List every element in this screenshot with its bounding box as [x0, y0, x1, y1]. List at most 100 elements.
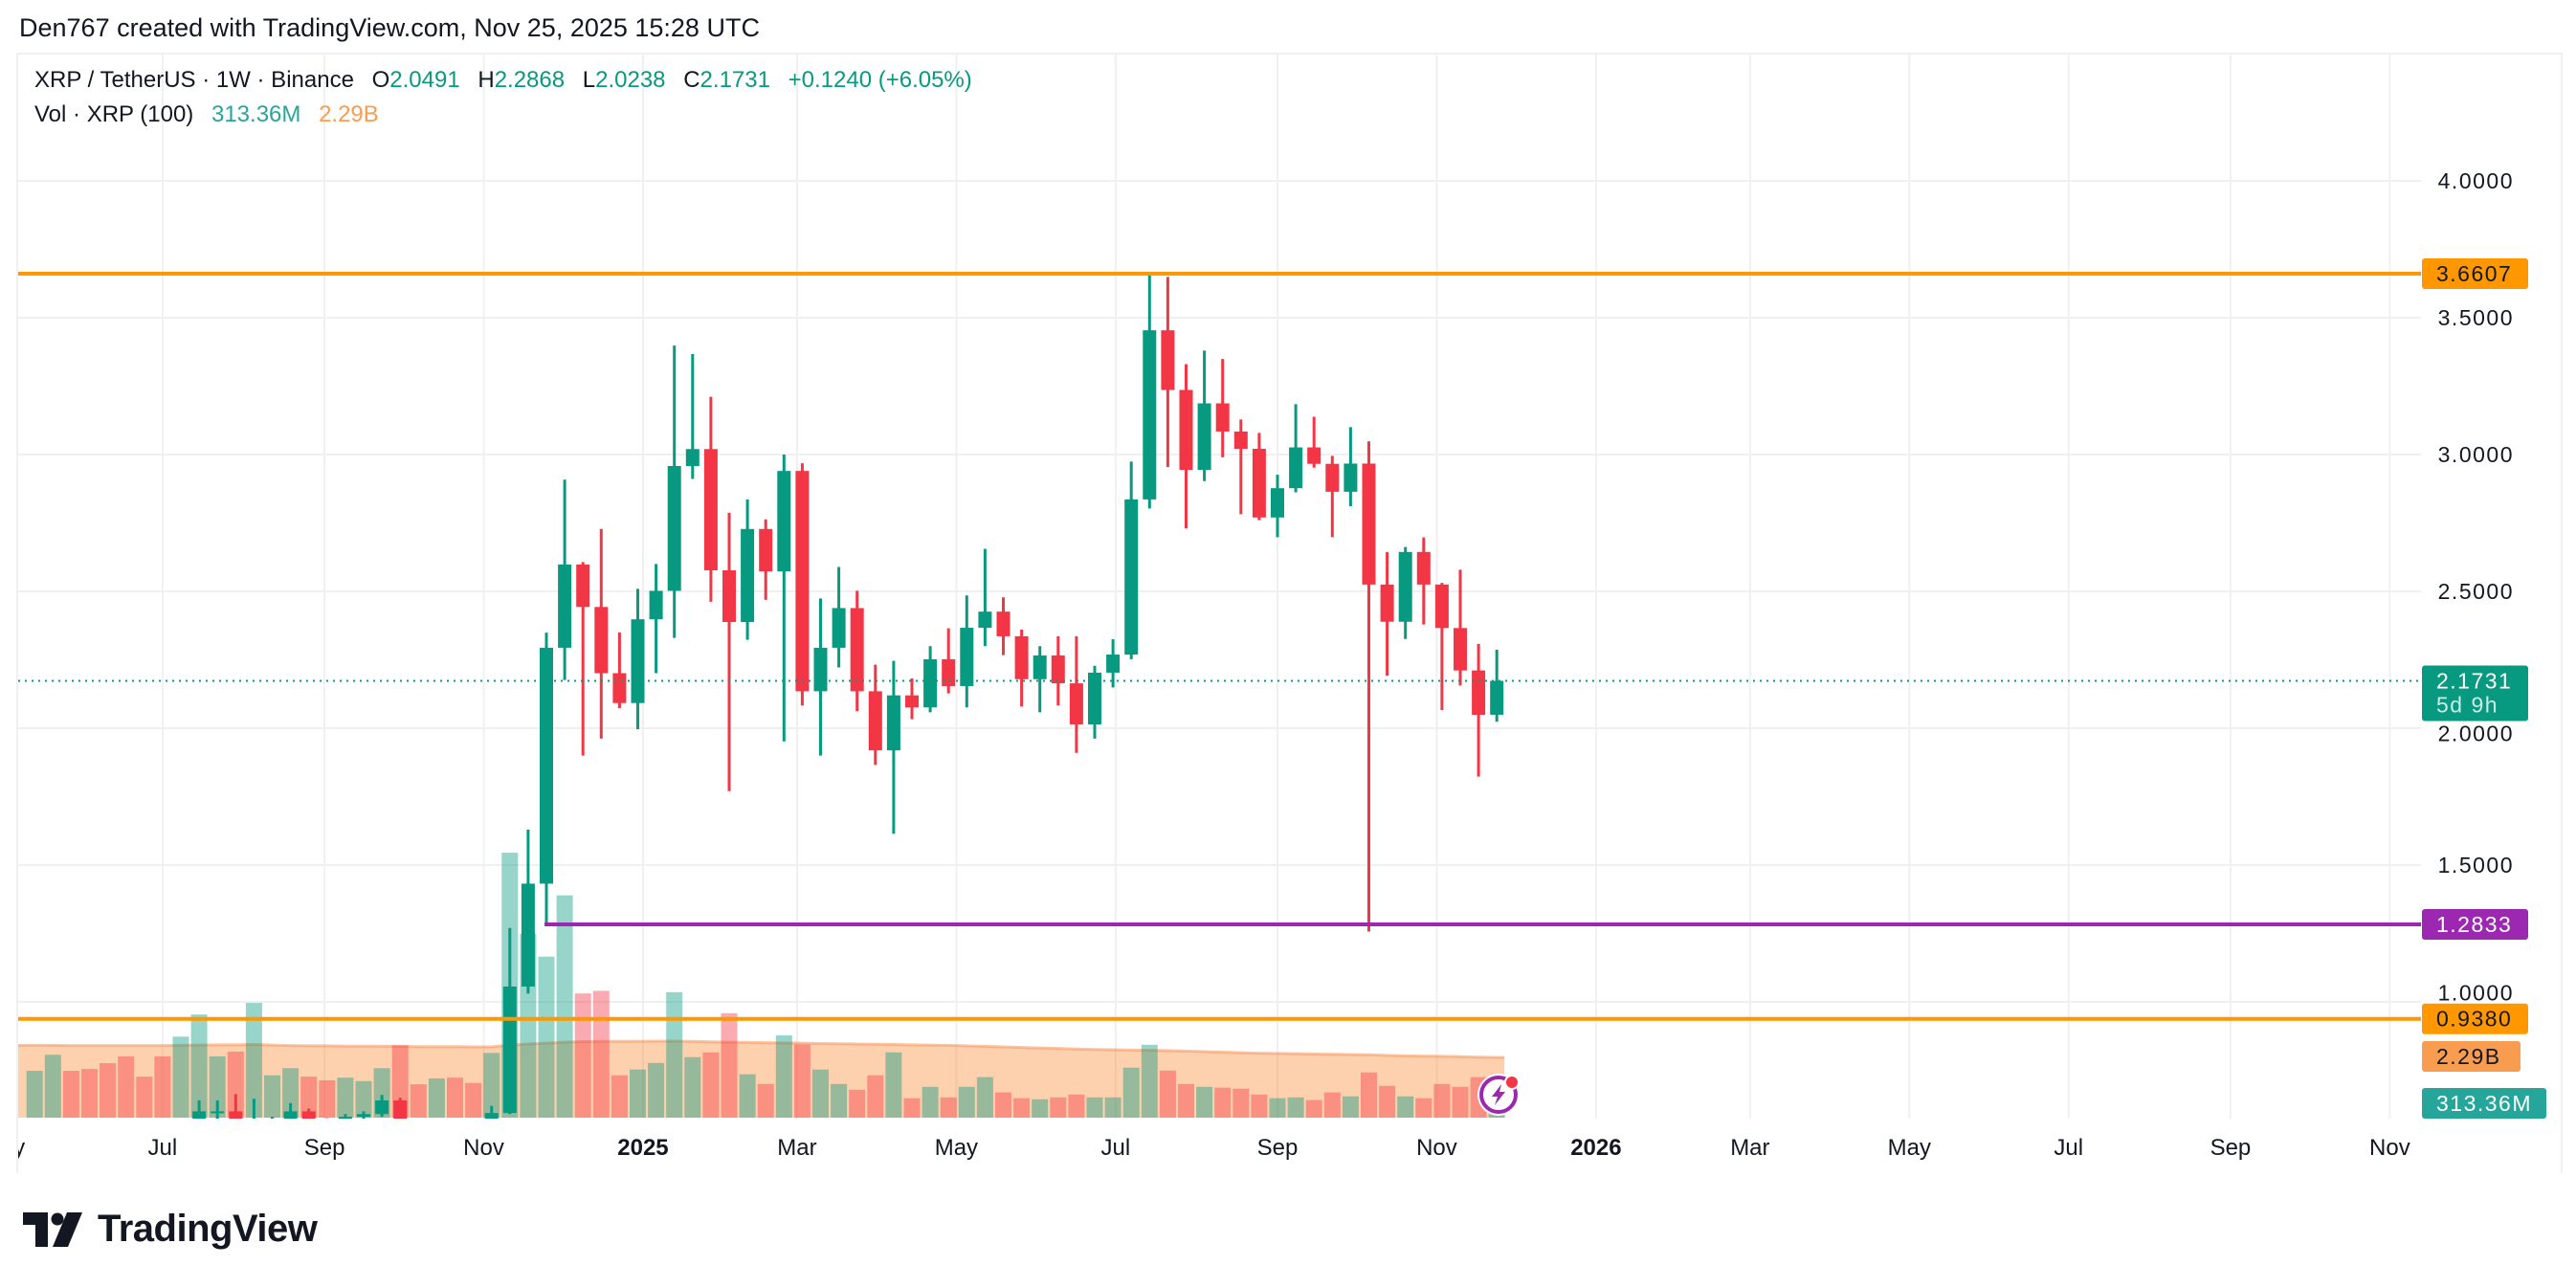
- candle: [1307, 416, 1321, 468]
- time-tick-label: 2025: [617, 1135, 668, 1161]
- volume-bar: [538, 956, 555, 1118]
- candle-body: [832, 608, 846, 648]
- tradingview-logo-icon: [23, 1211, 82, 1247]
- candle: [868, 664, 882, 766]
- horizontal-lines[interactable]: [18, 272, 2421, 1021]
- close-value: 2.1731: [700, 67, 770, 93]
- time-axis[interactable]: May Jul Sep Nov 2025 Mar May Jul Sep Nov 2026 Mar Ma…: [0, 1135, 2410, 1161]
- candle: [1472, 643, 1486, 777]
- candle-body: [1289, 447, 1303, 489]
- volume-bar: [1013, 1098, 1031, 1118]
- candle: [612, 632, 627, 709]
- candle-body: [978, 611, 992, 629]
- volume-bar: [1178, 1083, 1194, 1118]
- candle-body: [1344, 463, 1358, 492]
- time-tick-label: May: [935, 1135, 978, 1161]
- candle: [28, 1130, 41, 1144]
- volume-bar: [739, 1074, 756, 1118]
- volume-bar: [1323, 1092, 1341, 1118]
- volume-title[interactable]: Vol · XRP (100): [34, 101, 194, 127]
- candle-body: [576, 564, 590, 608]
- candle-body: [46, 1130, 59, 1133]
- candle: [813, 598, 828, 756]
- candle: [1490, 649, 1504, 722]
- volume-bar: [940, 1097, 957, 1118]
- candle: [211, 1099, 225, 1119]
- candle: [832, 566, 846, 668]
- volume-bar: [592, 990, 610, 1118]
- volume-label-bg: [2422, 1088, 2546, 1119]
- candle-body: [1161, 330, 1175, 390]
- candle-body: [1014, 635, 1029, 679]
- price-axis[interactable]: 4.0000 3.5000 3.0000 2.5000 2.0000 1.5000 1.00…: [2438, 168, 2514, 1006]
- candle: [1416, 537, 1431, 625]
- candle-body: [960, 628, 974, 686]
- candle: [1143, 274, 1157, 509]
- candle: [1179, 364, 1193, 529]
- volume-bar: [337, 1077, 354, 1118]
- candle: [1124, 461, 1139, 659]
- volume-bar: [1305, 1099, 1322, 1118]
- candle-body: [64, 1130, 78, 1139]
- volume-label[interactable]: 313.36M: [2422, 1088, 2546, 1119]
- candle-body: [850, 608, 864, 692]
- volume-bar: [812, 1069, 829, 1118]
- open-label: O: [371, 67, 390, 93]
- volume-bar: [922, 1086, 939, 1118]
- volume-bar: [903, 1098, 921, 1118]
- candle-body: [795, 471, 810, 692]
- volume-bar: [1452, 1086, 1469, 1118]
- symbol-title[interactable]: XRP / TetherUS · 1W · Binance: [34, 67, 354, 93]
- candle-body: [1271, 488, 1284, 518]
- candle: [558, 479, 572, 680]
- candle-body: [886, 695, 900, 751]
- candle: [1325, 455, 1340, 538]
- candle: [192, 1099, 207, 1119]
- price-label-1.2833-text: 1.2833: [2436, 912, 2512, 937]
- candle: [942, 628, 956, 694]
- candle: [1106, 639, 1121, 688]
- volume-ma-label[interactable]: 2.29B: [2422, 1041, 2520, 1072]
- volume-bar: [885, 1052, 902, 1118]
- candle: [521, 829, 535, 994]
- candle-body: [923, 658, 938, 708]
- candle: [722, 512, 736, 791]
- price-tick-label: 3.5000: [2438, 305, 2514, 330]
- lightning-alert-icon[interactable]: [1477, 1074, 1520, 1116]
- candle: [484, 1105, 499, 1119]
- high-label: H: [477, 67, 495, 93]
- candle: [101, 1136, 115, 1149]
- candle: [301, 1108, 316, 1119]
- candle-body: [192, 1111, 207, 1119]
- candle-body: [120, 1144, 133, 1146]
- time-tick-label: Nov: [463, 1135, 504, 1161]
- price-label-0.9380[interactable]: 0.9380: [2422, 1003, 2528, 1034]
- volume-bar: [648, 1062, 665, 1118]
- volume-bar: [26, 1071, 43, 1118]
- candle: [1069, 635, 1083, 753]
- candle: [1271, 475, 1284, 538]
- price-label-1.2833[interactable]: 1.2833: [2422, 908, 2528, 940]
- candle-body: [1454, 628, 1467, 671]
- volume-bar: [100, 1063, 117, 1118]
- volume-value: 313.36M: [211, 101, 301, 127]
- candle-body: [667, 466, 681, 591]
- candle-body: [283, 1111, 298, 1119]
- candle-body: [1362, 463, 1376, 585]
- volume-ma-label-bg: [2422, 1041, 2520, 1072]
- volume-bar: [867, 1075, 884, 1118]
- tradingview-logo[interactable]: TradingView: [23, 1208, 318, 1251]
- volume-bar: [1104, 1097, 1121, 1118]
- time-tick-label: Nov: [2369, 1135, 2410, 1161]
- volume-bar: [1379, 1085, 1396, 1118]
- volume-bar: [410, 1084, 427, 1118]
- volume-bar: [793, 1044, 811, 1118]
- volume-bar: [428, 1078, 445, 1118]
- candle-body: [1197, 403, 1211, 471]
- volume-bar: [1251, 1094, 1268, 1118]
- candle: [449, 1122, 462, 1131]
- candle-body: [996, 611, 1010, 636]
- price-label-3.6607[interactable]: 3.6607: [2422, 258, 2528, 290]
